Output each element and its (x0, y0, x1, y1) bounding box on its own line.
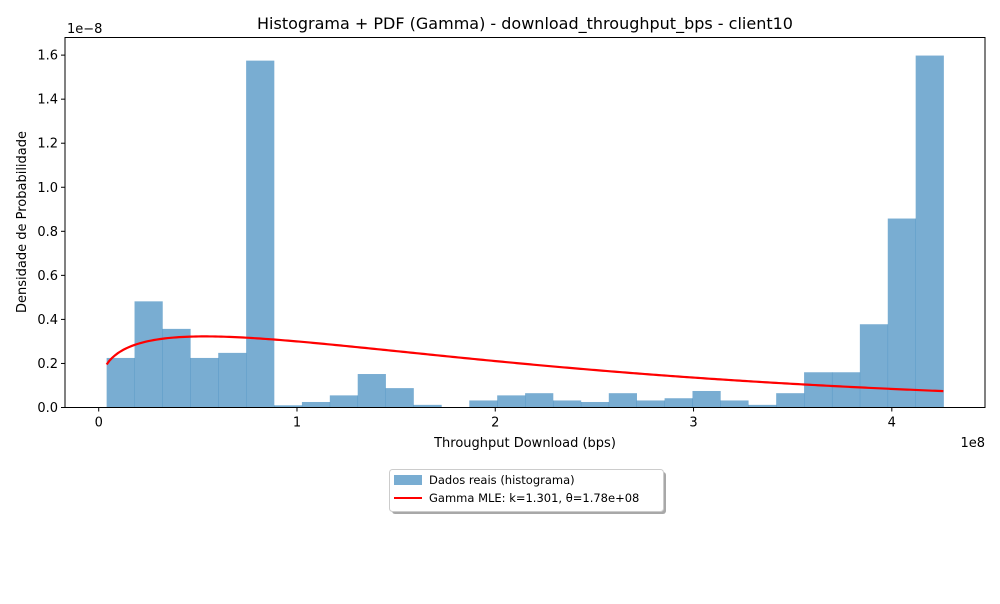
y-tick-label: 0.4 (37, 313, 58, 328)
x-tick-label: 0 (95, 416, 103, 431)
histogram-bar (859, 324, 889, 408)
legend-label-gamma: Gamma MLE: k=1.301, θ=1.78e+08 (429, 491, 639, 505)
legend-box (389, 469, 664, 512)
y-tick-label: 1.6 (37, 49, 58, 64)
histogram-bar (915, 55, 944, 408)
x-tick-label: 1 (293, 416, 301, 431)
histogram-bars (106, 55, 944, 408)
histogram-bar (274, 405, 303, 408)
histogram-bar (106, 357, 135, 408)
histogram-bar (190, 357, 219, 408)
legend-swatch-histogram (394, 475, 422, 485)
histogram-bar (831, 372, 861, 408)
histogram-bar (525, 393, 554, 408)
histogram-bar (720, 400, 749, 408)
histogram-bar (552, 400, 582, 408)
histogram-bar (246, 60, 275, 408)
histogram-bar (636, 400, 665, 408)
y-tick-label: 1.2 (37, 137, 58, 152)
histogram-bar (469, 400, 498, 408)
histogram-bar (329, 395, 359, 408)
y-tick-label: 0.8 (37, 225, 58, 240)
histogram-bar (692, 390, 721, 408)
histogram-bar (218, 352, 247, 408)
y-offset-text: 1e−8 (67, 22, 102, 37)
y-tick-label: 0.2 (37, 357, 58, 372)
pdf-line-group (105, 335, 944, 393)
histogram-bar (301, 401, 331, 408)
legend: Dados reais (histograma) Gamma MLE: k=1.… (389, 469, 666, 514)
plot-frame (64, 37, 986, 408)
x-axis-ticks: 0 1 2 3 4 (95, 407, 896, 431)
y-axis-label: Densidade de Probabilidade (15, 131, 30, 313)
y-tick-label: 0.6 (37, 269, 58, 284)
histogram-bar (497, 395, 526, 408)
x-offset-text: 1e8 (960, 436, 985, 451)
x-tick-label: 3 (689, 416, 697, 431)
chart-title: Histograma + PDF (Gamma) - download_thro… (257, 14, 793, 34)
x-tick-label: 4 (888, 416, 896, 431)
histogram-bar (748, 404, 777, 408)
histogram-bar (887, 218, 916, 408)
histogram-bar (162, 328, 191, 408)
histogram-bar (804, 372, 833, 408)
histogram-bar (413, 404, 442, 408)
histogram-bar (776, 393, 805, 408)
histogram-bar (664, 398, 693, 408)
y-axis-ticks: 0.0 0.2 0.4 0.6 0.8 1.0 1.2 1.4 1.6 (37, 49, 65, 416)
histogram-bar (357, 374, 386, 408)
gamma-pdf-line (105, 335, 944, 393)
histogram-bar (608, 393, 637, 408)
legend-label-histogram: Dados reais (histograma) (429, 473, 575, 487)
histogram-bar (134, 301, 163, 408)
y-tick-label: 1.0 (37, 181, 58, 196)
histogram-bar (385, 388, 414, 408)
y-tick-label: 1.4 (37, 93, 58, 108)
x-axis-label: Throughput Download (bps) (433, 436, 616, 451)
x-tick-label: 2 (491, 416, 499, 431)
y-tick-label: 0.0 (37, 401, 58, 416)
histogram-bar (580, 401, 610, 408)
